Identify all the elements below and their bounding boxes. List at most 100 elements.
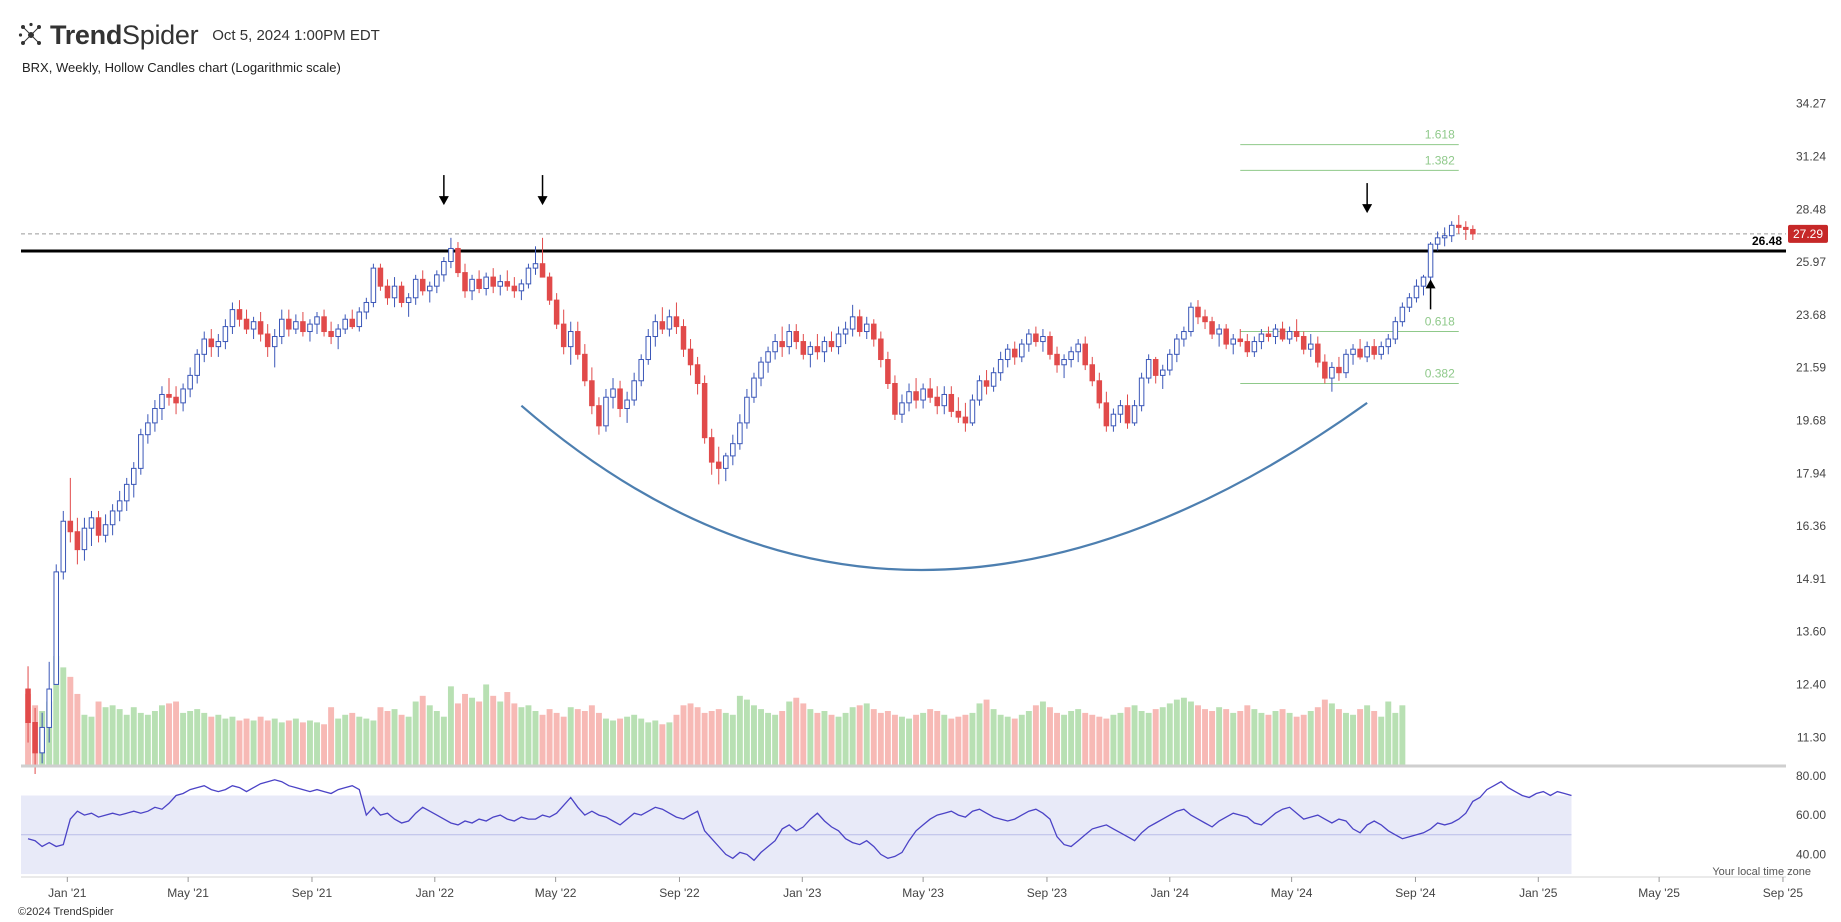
candle-body [1174, 338, 1180, 355]
volume-bar [1124, 707, 1131, 766]
candle-body [123, 483, 130, 502]
time-axis-tick: Jan '23 [783, 886, 822, 900]
time-axis-tick: Jan '22 [416, 886, 455, 900]
candle-body [145, 422, 151, 436]
candle-body [1082, 343, 1088, 366]
candle-body [398, 285, 405, 303]
volume-bar [419, 695, 426, 766]
volume-bar [1195, 705, 1201, 766]
candle-body [737, 422, 743, 445]
volume-bar [243, 718, 250, 766]
cup-arc [520, 401, 1368, 572]
candle-body [46, 688, 52, 728]
candle-body [25, 688, 31, 724]
candle-body [814, 346, 821, 353]
price-axis-tick: 14.91 [1796, 572, 1826, 586]
candle-body [567, 331, 574, 348]
volume-bar [504, 692, 511, 766]
volume-bar [722, 712, 729, 766]
volume-bar [60, 667, 67, 766]
volume-bar [1011, 718, 1018, 766]
volume-bar [363, 718, 370, 766]
candle-body [962, 416, 969, 424]
candle-body [60, 520, 67, 573]
volume-bar [447, 686, 454, 766]
price-axis-tick: 13.60 [1796, 625, 1826, 639]
price-axis-tick: 12.40 [1796, 677, 1826, 691]
time-axis-tick: Sep '25 [1763, 886, 1804, 900]
rsi-axis-tick: 60.00 [1796, 808, 1826, 822]
volume-bar [603, 718, 609, 766]
candle-body [95, 517, 102, 536]
candle-body [1089, 364, 1096, 382]
candle-body [194, 353, 200, 376]
candle-body [349, 318, 356, 328]
candle-body [1075, 343, 1081, 353]
candle-body [793, 331, 800, 343]
candle-body [462, 272, 468, 292]
candle-body [1343, 353, 1349, 374]
volume-bar [1385, 701, 1392, 766]
price-axis-tick: 17.94 [1796, 466, 1826, 480]
volume-bar [370, 720, 377, 766]
volume-bar [574, 709, 581, 766]
volume-bar [1025, 711, 1032, 766]
volume-bar [1314, 707, 1321, 766]
fib-level-label: 0.382 [1425, 366, 1455, 380]
candle-body [1195, 306, 1201, 318]
candle-body [1068, 351, 1074, 361]
candle-body [525, 267, 532, 285]
brand-name: TrendSpider [50, 19, 199, 50]
volume-bar [779, 711, 786, 766]
candle-body [208, 338, 215, 348]
candle-body [849, 316, 856, 330]
volume-bar [511, 703, 518, 766]
volume-bar [1392, 712, 1399, 766]
volume-bar [462, 693, 468, 766]
candle-body [441, 260, 447, 276]
candle-body [1152, 359, 1159, 376]
candle-body [74, 531, 81, 551]
fib-level-label: 0.618 [1425, 315, 1455, 329]
candle-body [631, 380, 637, 401]
volume-bar [74, 693, 81, 766]
volume-bar [708, 711, 715, 766]
volume-bar [95, 701, 102, 766]
candle-body [1470, 228, 1476, 235]
volume-bar [398, 714, 405, 766]
candle-body [1138, 377, 1145, 407]
volume-bar [384, 711, 391, 766]
candle-body [708, 437, 715, 463]
volume-bar [412, 701, 419, 766]
candle-body [1441, 235, 1448, 239]
candle-body [969, 399, 976, 424]
volume-bar [1258, 712, 1265, 766]
volume-bar [920, 712, 927, 766]
volume-bar [1159, 707, 1166, 766]
price-axis-tick: 23.68 [1796, 308, 1826, 322]
candle-body [1040, 336, 1046, 343]
candle-body [582, 353, 588, 382]
volume-bar [1279, 709, 1286, 766]
volume-bar [856, 705, 863, 766]
volume-bar [144, 714, 151, 766]
candle-body [427, 285, 433, 292]
candle-body [1167, 353, 1173, 371]
candle-body [955, 410, 962, 418]
volume-bar [1216, 707, 1223, 766]
volume-bar [1145, 712, 1152, 766]
candle-body [1315, 343, 1321, 363]
candle-body [1272, 328, 1279, 338]
volume-bar [1223, 709, 1230, 766]
candle-body [1399, 306, 1406, 323]
candle-body [1145, 359, 1152, 379]
volume-bar [278, 722, 285, 766]
volume-bar [595, 712, 602, 766]
volume-bar [1117, 712, 1124, 766]
volume-bar [751, 705, 757, 766]
volume-bar [680, 705, 687, 766]
candle-body [1011, 348, 1018, 358]
volume-bar [1237, 711, 1244, 766]
volume-bar [814, 712, 821, 766]
